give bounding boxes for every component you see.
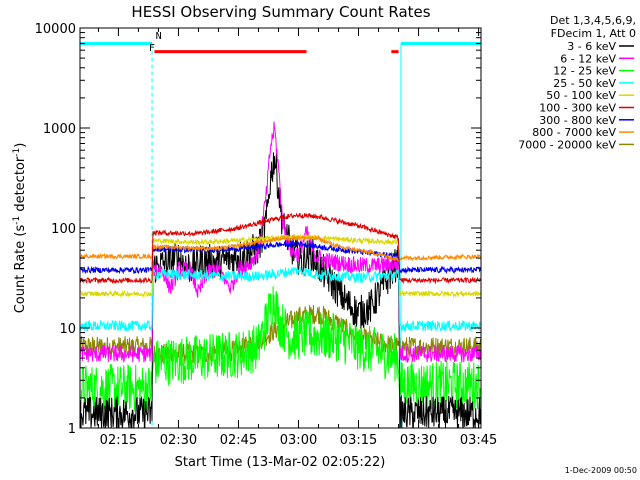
legend-header-line-2: FDecim 1, Att 0 <box>551 27 636 40</box>
legend-header-line-1: Det 1,3,4,5,6,9, <box>550 14 636 27</box>
flag-letter: N <box>156 31 162 42</box>
legend-entry-label: 6 - 12 keV <box>560 52 616 65</box>
legend-entry-label: 100 - 300 keV <box>539 102 616 115</box>
legend-entry-label: 12 - 25 keV <box>553 65 616 78</box>
y-label-suffix: ) <box>13 143 28 148</box>
x-tick-label: 03:15 <box>340 433 377 448</box>
x-axis-label: Start Time (13-Mar-02 02:05:22) <box>175 455 386 470</box>
series-layer <box>79 41 482 429</box>
x-tick-label: 03:45 <box>460 433 497 448</box>
series-line <box>79 235 481 262</box>
plot-frame <box>79 27 482 429</box>
plot-area: FN 02:15 02:30 02:45 03:00 03:15 03:30 03:45 1… <box>35 22 498 448</box>
timestamp: 1-Dec-2009 00:50 <box>565 466 637 475</box>
y-tick-label: 10 <box>59 322 76 337</box>
y-label-sup-2: -1 <box>12 148 22 157</box>
legend-entry-label: 7000 - 20000 keV <box>518 138 616 151</box>
y-tick-label: 100 <box>51 222 76 237</box>
x-tick-label: 02:15 <box>100 433 137 448</box>
y-axis-ticks: 1 10 100 1000 10000 <box>35 22 481 437</box>
y-tick-label: 1000 <box>43 122 76 137</box>
y-label-prefix: Count Rate (s <box>13 225 28 314</box>
legend: Det 1,3,4,5,6,9, FDecim 1, Att 0 3 - 6 k… <box>518 14 636 151</box>
flag-letter: F <box>149 43 155 54</box>
x-tick-label: 03:30 <box>400 433 437 448</box>
series-line <box>79 266 481 332</box>
chart-title: HESSI Observing Summary Count Rates <box>131 3 430 21</box>
series-line <box>79 212 481 285</box>
y-label-mid: detector <box>13 156 28 216</box>
y-label-sup-1: -1 <box>12 216 22 225</box>
y-axis-label: Count Rate (s-1 detector-1) <box>12 143 28 314</box>
series-line <box>79 239 481 275</box>
x-tick-label: 02:30 <box>160 433 197 448</box>
flag-layer: FN <box>149 31 162 54</box>
x-axis-ticks: 02:15 02:30 02:45 03:00 03:15 03:30 03:45 <box>97 28 497 448</box>
legend-entry-label: 25 - 50 keV <box>553 77 616 90</box>
x-tick-label: 03:00 <box>280 433 317 448</box>
legend-entry-label: 300 - 800 keV <box>539 114 616 127</box>
y-tick-label: 10000 <box>35 22 76 37</box>
series-line <box>79 121 481 364</box>
legend-entry-label: 50 - 100 keV <box>546 89 616 102</box>
y-tick-label: 1 <box>68 422 76 437</box>
legend-entry-label: 800 - 7000 keV <box>532 126 616 139</box>
legend-entry-label: 3 - 6 keV <box>567 40 616 53</box>
x-tick-label: 02:45 <box>220 433 257 448</box>
